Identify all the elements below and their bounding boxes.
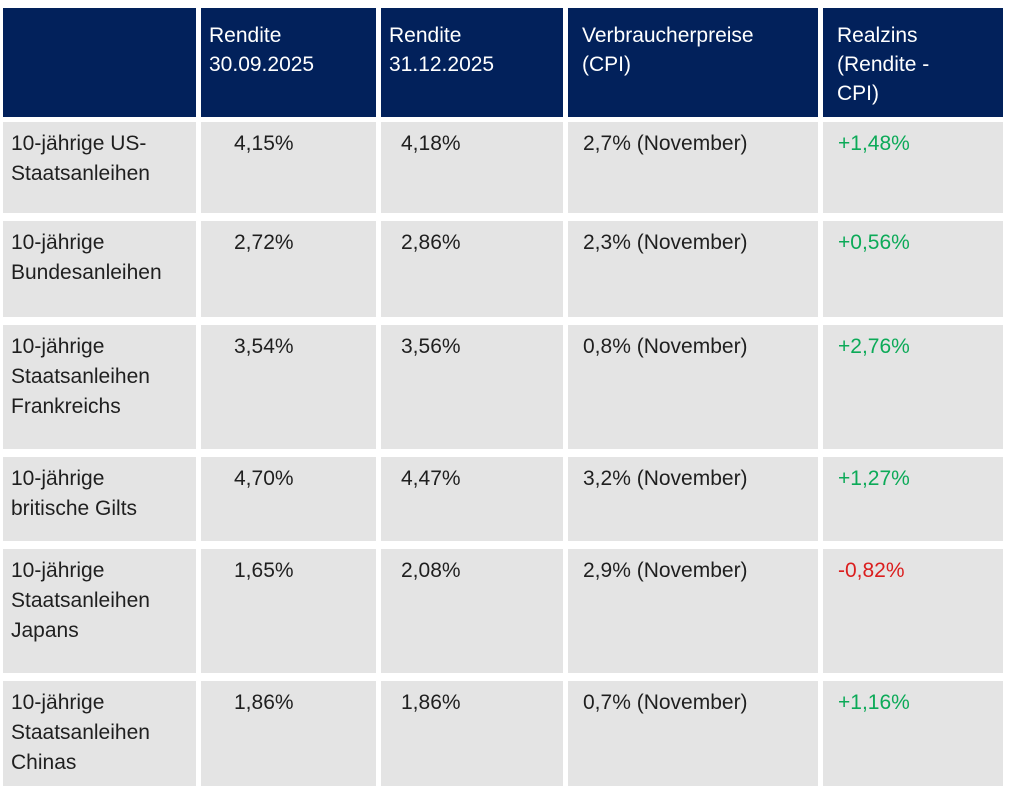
yield-sep-cell: 3,54% [201, 325, 381, 457]
bond-name-cell: 10-jährige britische Gilts [3, 457, 201, 549]
realzins-cell: +1,27% [823, 457, 1003, 549]
header-empty-cell [3, 8, 201, 122]
bond-name-cell: 10-jährige Bundesanleihen [3, 221, 201, 325]
bond-name-cell: 10-jährige Staatsanleihen Frankreichs [3, 325, 201, 457]
yield-dec-cell: 4,47% [381, 457, 568, 549]
cpi-cell: 2,3% (November) [568, 221, 823, 325]
realzins-cell: +1,16% [823, 681, 1003, 786]
yield-sep-cell: 1,65% [201, 549, 381, 681]
header-realzins: Realzins (Rendite - CPI) [823, 8, 1003, 122]
cpi-cell: 3,2% (November) [568, 457, 823, 549]
table-row-japan: 10-jährige Staatsanleihen Japans 1,65% 2… [3, 549, 1003, 681]
table-row-us: 10-jährige US- Staatsanleihen 4,15% 4,18… [3, 122, 1003, 221]
yield-dec-cell: 2,08% [381, 549, 568, 681]
cpi-cell: 2,9% (November) [568, 549, 823, 681]
yield-sep-cell: 4,70% [201, 457, 381, 549]
yield-sep-cell: 1,86% [201, 681, 381, 786]
bond-yield-table: Rendite 30.09.2025 Rendite 31.12.2025 Ve… [3, 8, 1003, 786]
realzins-cell: +1,48% [823, 122, 1003, 221]
bond-name-cell: 10-jährige Staatsanleihen Chinas [3, 681, 201, 786]
table-row-france: 10-jährige Staatsanleihen Frankreichs 3,… [3, 325, 1003, 457]
table-row-bund: 10-jährige Bundesanleihen 2,72% 2,86% 2,… [3, 221, 1003, 325]
yield-sep-cell: 2,72% [201, 221, 381, 325]
table-row-china: 10-jährige Staatsanleihen Chinas 1,86% 1… [3, 681, 1003, 786]
header-rendite-30-09-2025: Rendite 30.09.2025 [201, 8, 381, 122]
yield-dec-cell: 3,56% [381, 325, 568, 457]
header-row: Rendite 30.09.2025 Rendite 31.12.2025 Ve… [3, 8, 1003, 122]
realzins-cell: -0,82% [823, 549, 1003, 681]
header-verbraucherpreise-cpi: Verbraucherpreise (CPI) [568, 8, 823, 122]
cpi-cell: 0,8% (November) [568, 325, 823, 457]
yield-dec-cell: 4,18% [381, 122, 568, 221]
table-header: Rendite 30.09.2025 Rendite 31.12.2025 Ve… [3, 8, 1003, 122]
table-body: 10-jährige US- Staatsanleihen 4,15% 4,18… [3, 122, 1003, 786]
yield-sep-cell: 4,15% [201, 122, 381, 221]
bond-name-cell: 10-jährige US- Staatsanleihen [3, 122, 201, 221]
realzins-cell: +0,56% [823, 221, 1003, 325]
yield-dec-cell: 1,86% [381, 681, 568, 786]
table-row-uk: 10-jährige britische Gilts 4,70% 4,47% 3… [3, 457, 1003, 549]
yield-dec-cell: 2,86% [381, 221, 568, 325]
cpi-cell: 0,7% (November) [568, 681, 823, 786]
bond-name-cell: 10-jährige Staatsanleihen Japans [3, 549, 201, 681]
cpi-cell: 2,7% (November) [568, 122, 823, 221]
header-rendite-31-12-2025: Rendite 31.12.2025 [381, 8, 568, 122]
realzins-cell: +2,76% [823, 325, 1003, 457]
